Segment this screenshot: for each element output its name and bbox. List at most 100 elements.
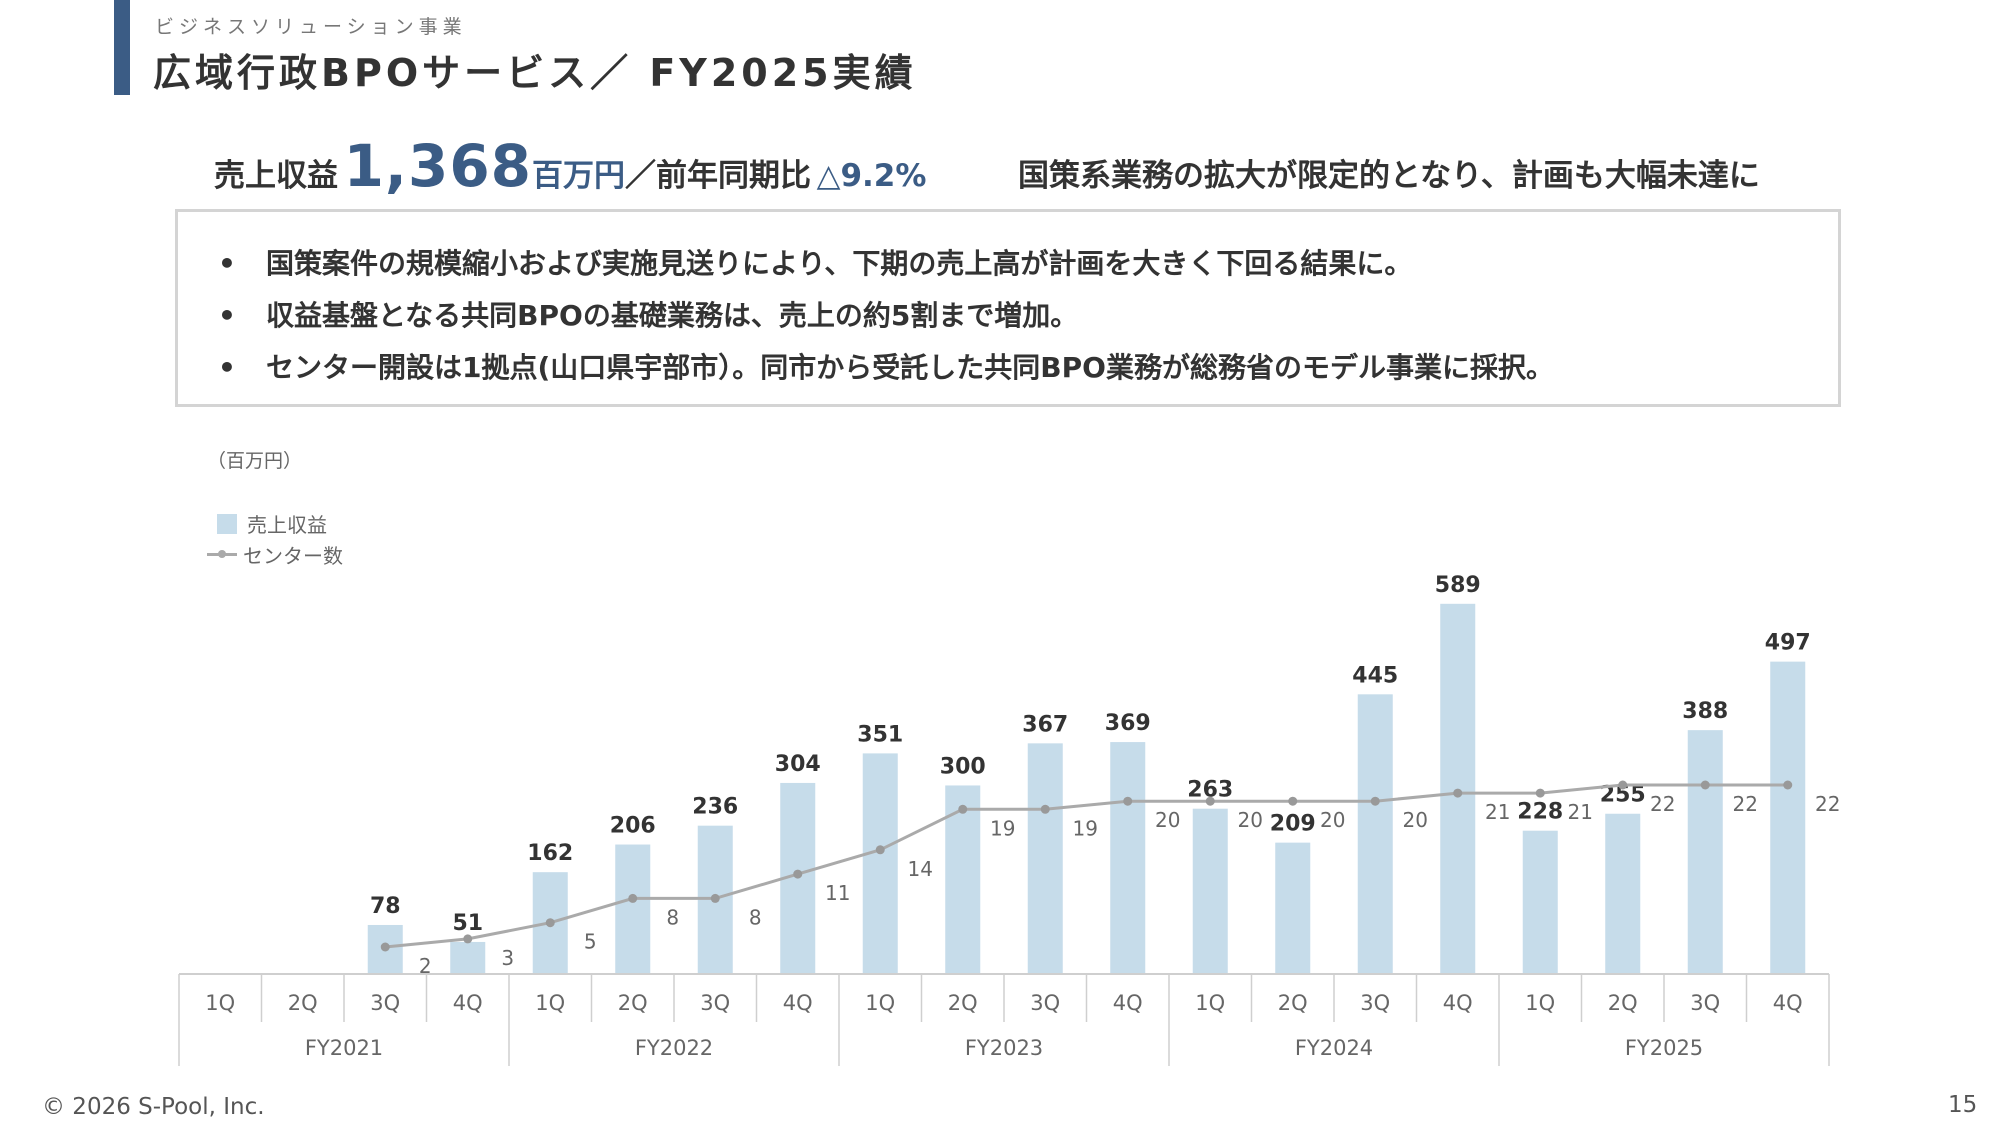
bar	[1192, 808, 1228, 974]
line-point	[1618, 780, 1628, 790]
line-value-label: 14	[908, 857, 933, 881]
line-value-label: 5	[584, 930, 597, 954]
line-point	[628, 893, 638, 903]
line-value-label: 11	[825, 881, 850, 905]
bar-value-label: 209	[1270, 812, 1316, 837]
yoy-value: △9.2%	[816, 158, 927, 194]
headline: 国策系業務の拡大が限定的となり、計画も大幅未達に	[1018, 158, 1760, 194]
bar	[945, 785, 981, 974]
quarter-tick-label: 4Q	[1443, 991, 1473, 1015]
line-value-label: 22	[1815, 792, 1840, 816]
line-value-label: 20	[1155, 808, 1180, 832]
quarter-tick-label: 4Q	[783, 991, 813, 1015]
quarter-tick-label: 1Q	[865, 991, 895, 1015]
line-point	[1783, 780, 1793, 790]
line-point	[380, 942, 390, 952]
line-value-label: 20	[1320, 808, 1345, 832]
year-tick-label: FY2021	[305, 1036, 383, 1060]
year-tick-label: FY2024	[1295, 1036, 1373, 1060]
bullet-item: • センター開設は1拠点(山口県宇部市）。同市から受託した共同BPO業務が総務省の…	[218, 346, 1554, 386]
line-value-label: 22	[1733, 792, 1758, 816]
bar	[1522, 830, 1558, 974]
quarter-tick-label: 4Q	[1113, 991, 1143, 1015]
bar-value-label: 228	[1517, 800, 1563, 825]
bar	[1605, 813, 1641, 974]
quarter-tick-label: 3Q	[370, 991, 400, 1015]
line-point	[1205, 796, 1215, 806]
line-value-label: 20	[1403, 808, 1428, 832]
revenue-label: 売上収益	[214, 158, 338, 194]
quarter-tick-label: 4Q	[453, 991, 483, 1015]
revenue-value: 1,368	[343, 132, 533, 200]
year-tick-label: FY2023	[965, 1036, 1043, 1060]
chart-legend: 売上収益 センター数	[207, 508, 343, 570]
legend-label: センター数	[243, 544, 343, 568]
bar-value-label: 367	[1022, 712, 1068, 737]
quarter-tick-label: 3Q	[1690, 991, 1720, 1015]
bar-value-label: 78	[370, 894, 401, 919]
bullet-dot: •	[218, 299, 236, 332]
copyright: © 2026 S-Pool, Inc.	[42, 1094, 265, 1120]
center-count-line	[385, 783, 1788, 949]
year-tick-label: FY2022	[635, 1036, 713, 1060]
year-tick-label: FY2025	[1625, 1036, 1703, 1060]
line-value-label: 19	[990, 816, 1015, 840]
line-point	[1453, 788, 1463, 798]
bar-value-label: 388	[1682, 699, 1728, 724]
line-point	[463, 934, 473, 944]
quarter-tick-label: 2Q	[288, 991, 318, 1015]
bar	[1027, 743, 1063, 974]
bullet-dot: •	[218, 351, 236, 384]
line-value-label: 21	[1568, 800, 1593, 824]
quarter-tick-label: 3Q	[1030, 991, 1060, 1015]
bullet-text: センター開設は1拠点(山口県宇部市）。同市から受託した共同BPO業務が総務省のモ…	[266, 351, 1554, 384]
legend-item-revenue: 売上収益	[207, 508, 343, 539]
bullet-item: • 国策案件の規模縮小および実施見送りにより、下期の売上高が計画を大きく下回る結果…	[218, 242, 1412, 282]
page-title: 広域行政BPOサービス／ FY2025実績	[153, 51, 917, 95]
bullet-item: • 収益基盤となる共同BPOの基礎業務は、売上の約5割まで増加。	[218, 294, 1078, 334]
legend-swatch-line	[207, 550, 237, 558]
quarter-tick-label: 2Q	[1608, 991, 1638, 1015]
line-point	[1700, 780, 1710, 790]
bar-value-label: 206	[610, 814, 656, 839]
quarter-tick-label: 1Q	[535, 991, 565, 1015]
bar-value-label: 51	[452, 911, 483, 936]
bullet-text: 国策案件の規模縮小および実施見送りにより、下期の売上高が計画を大きく下回る結果に…	[266, 247, 1413, 280]
bar	[1110, 742, 1146, 974]
bar	[1357, 694, 1393, 974]
quarter-tick-label: 2Q	[618, 991, 648, 1015]
bar-value-label: 162	[527, 841, 573, 866]
line-point	[793, 869, 803, 879]
page-number: 15	[1948, 1092, 1978, 1118]
line-point	[958, 804, 968, 814]
line-point	[1040, 804, 1050, 814]
title-accent-bar	[114, 0, 130, 95]
line-point	[1123, 796, 1133, 806]
line-point	[1535, 788, 1545, 798]
quarter-tick-label: 1Q	[1525, 991, 1555, 1015]
revenue-unit: 百万円	[532, 158, 626, 194]
legend-item-centers: センター数	[207, 539, 343, 570]
bar-value-label: 300	[940, 754, 986, 779]
line-value-label: 8	[749, 905, 762, 929]
line-point	[1370, 796, 1380, 806]
bar-value-label: 589	[1435, 573, 1481, 598]
quarter-tick-label: 2Q	[1278, 991, 1308, 1015]
legend-label: 売上収益	[247, 513, 327, 537]
bar	[450, 941, 486, 974]
line-value-label: 20	[1238, 808, 1263, 832]
bar	[615, 844, 651, 974]
revenue-summary: 売上収益 1,368百万円／前年同期比 △9.2%	[214, 132, 926, 200]
line-value-label: 19	[1073, 816, 1098, 840]
quarter-tick-label: 4Q	[1773, 991, 1803, 1015]
line-value-label: 22	[1650, 792, 1675, 816]
bar	[1770, 661, 1806, 974]
bar-value-label: 445	[1352, 663, 1398, 688]
line-point	[710, 893, 720, 903]
legend-swatch-bar	[217, 513, 237, 534]
line-point	[545, 918, 555, 928]
quarter-tick-label: 1Q	[205, 991, 235, 1015]
line-value-label: 2	[419, 954, 432, 978]
bullet-box: • 国策案件の規模縮小および実施見送りにより、下期の売上高が計画を大きく下回る結果…	[175, 209, 1841, 407]
bar-value-label: 351	[857, 722, 903, 747]
